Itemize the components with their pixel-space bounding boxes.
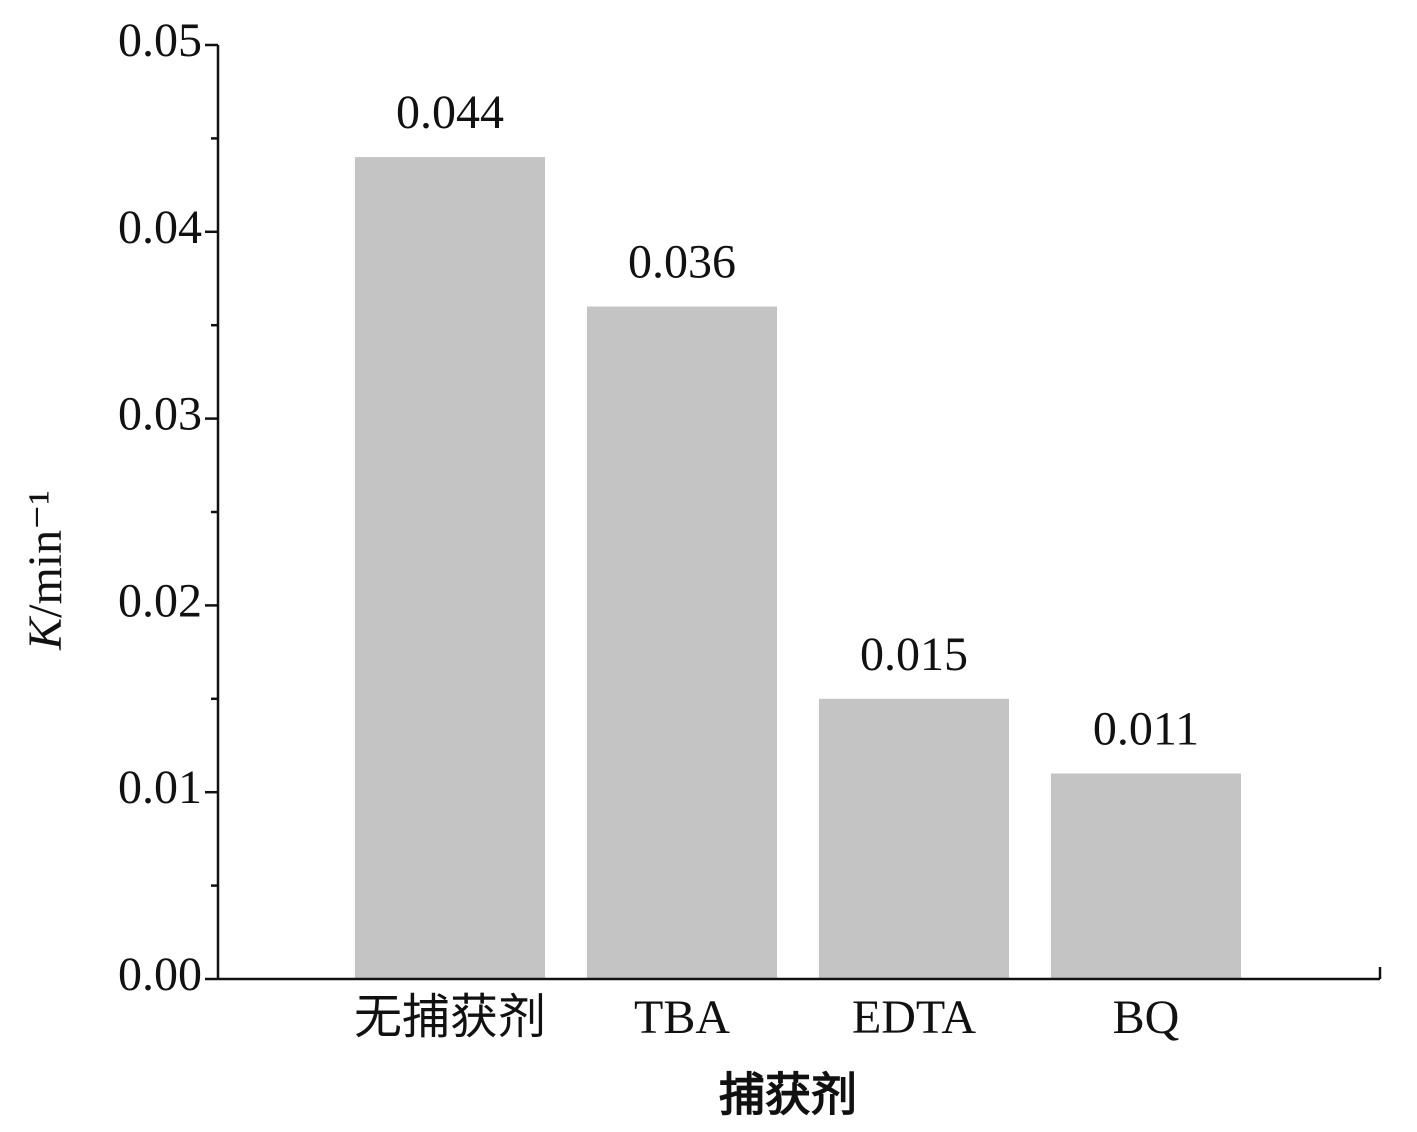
y-axis-label: K/min⁻¹: [19, 490, 72, 651]
x-tick-label: 无捕获剂: [354, 991, 546, 1044]
x-tick-label: TBA: [634, 991, 730, 1044]
value-label: 0.036: [628, 236, 736, 289]
bar: [1051, 773, 1241, 979]
y-tick-label: 0.03: [118, 388, 202, 441]
y-tick-label: 0.04: [118, 201, 202, 254]
bar: [819, 698, 1009, 979]
y-tick-label: 0.02: [118, 574, 202, 627]
bar: [587, 306, 777, 979]
y-tick-label: 0.01: [118, 761, 202, 814]
value-label: 0.044: [396, 86, 504, 139]
y-tick-label: 0.05: [118, 14, 202, 67]
value-label: 0.011: [1093, 703, 1199, 756]
x-tick-label: BQ: [1113, 991, 1180, 1044]
value-label: 0.015: [860, 628, 968, 681]
y-tick-label: 0.00: [118, 948, 202, 1001]
x-axis-label: 捕获剂: [719, 1068, 857, 1122]
x-tick-label: EDTA: [852, 991, 976, 1044]
bar: [355, 157, 545, 979]
